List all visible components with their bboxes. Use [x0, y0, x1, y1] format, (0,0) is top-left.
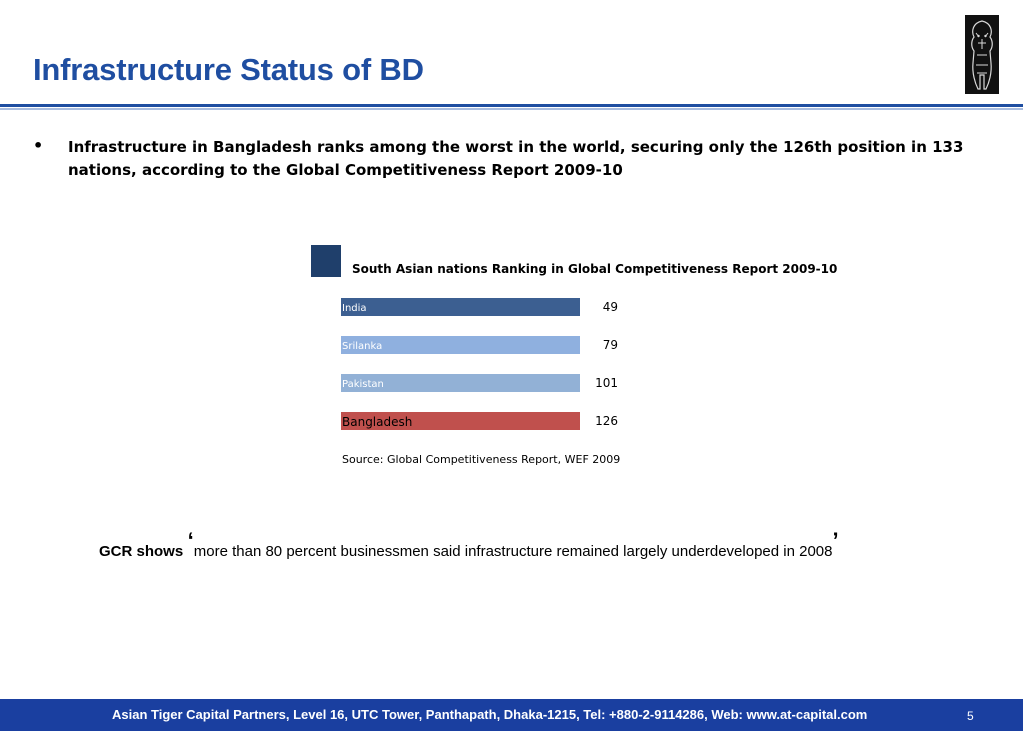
ranking-bar-chart: India 49 Srilanka 79 Pakistan 101 Bangladesh 12…: [341, 298, 618, 430]
header-divider-light: [0, 108, 1023, 110]
bar-pakistan: [341, 374, 580, 392]
quote-text: more than 80 percent businessmen said in…: [193, 543, 833, 560]
bar-label-bangladesh: Bangladesh: [342, 415, 412, 429]
quote-close-mark: ’: [832, 528, 839, 553]
bullet-text: Infrastructure in Bangladesh ranks among…: [68, 138, 964, 179]
page-title: Infrastructure Status of BD: [33, 52, 424, 87]
value-label-india: 49: [603, 300, 618, 314]
bar-label-pakistan: Pakistan: [342, 379, 384, 390]
bar-srilanka: [341, 336, 580, 354]
page-number: 5: [967, 709, 974, 723]
footer-bar: Asian Tiger Capital Partners, Level 16, …: [0, 699, 1023, 731]
chart-source: Source: Global Competitiveness Report, W…: [342, 453, 621, 466]
bar-bangladesh: [341, 412, 580, 430]
gcr-quote: GCR shows ‘more than 80 percent business…: [99, 528, 839, 562]
bullet-marker: •: [33, 136, 44, 155]
quote-lead: GCR shows: [99, 543, 184, 560]
value-label-pakistan: 101: [595, 376, 618, 390]
quote-open-mark: ‘: [187, 528, 194, 553]
chart-marker-square: [311, 245, 341, 277]
footer-contact: Asian Tiger Capital Partners, Level 16, …: [112, 707, 868, 722]
value-label-bangladesh: 126: [595, 414, 618, 428]
tiger-logo-icon: [965, 15, 999, 94]
bar-label-srilanka: Srilanka: [342, 341, 382, 352]
bar-label-india: India: [342, 303, 367, 314]
value-label-srilanka: 79: [603, 338, 618, 352]
chart-title: South Asian nations Ranking in Global Co…: [352, 262, 838, 276]
bar-india: [341, 298, 580, 316]
header-divider: [0, 104, 1023, 107]
